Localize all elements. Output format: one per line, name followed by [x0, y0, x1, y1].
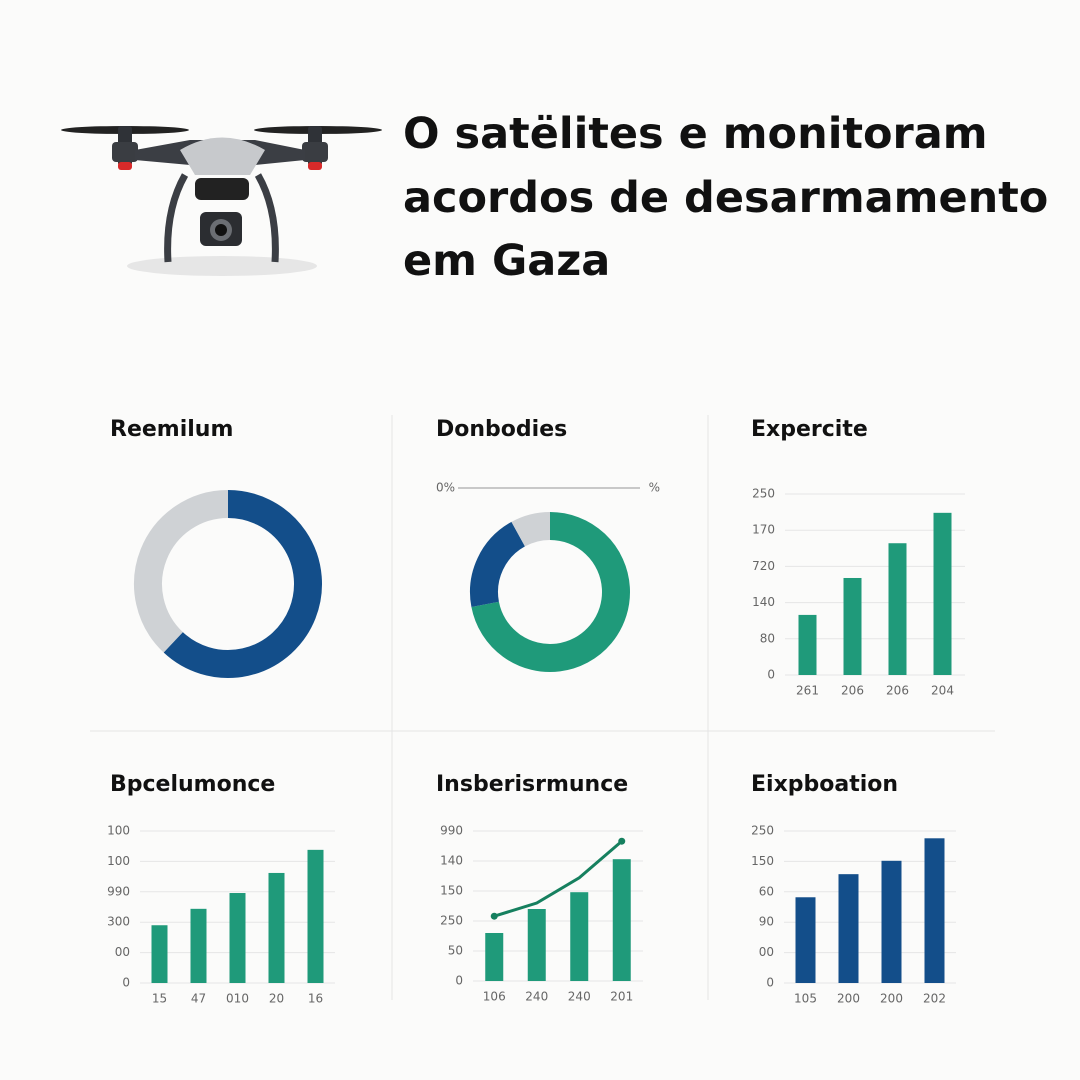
y-tick-label: 80	[760, 631, 775, 645]
bar	[843, 577, 862, 675]
bar	[307, 849, 324, 983]
x-tick-label: 204	[931, 684, 954, 698]
y-tick-label: 140	[752, 595, 775, 609]
y-tick-label: 150	[751, 854, 774, 868]
y-tick-label: 50	[448, 944, 463, 958]
x-tick-label: 47	[191, 992, 206, 1006]
headline: acordos de desarmamento	[403, 173, 1048, 223]
y-tick-label: 90	[759, 915, 774, 929]
bar	[933, 512, 952, 675]
donut-segment	[134, 490, 229, 653]
x-tick-label: 202	[923, 992, 946, 1006]
y-tick-label: 0	[455, 974, 463, 988]
y-tick-label: 250	[440, 914, 463, 928]
bar	[527, 909, 546, 981]
y-tick-label: 300	[107, 915, 130, 929]
panel-title: Bpcelumonce	[110, 772, 275, 797]
x-tick-label: 206	[841, 684, 864, 698]
x-tick-label: 105	[794, 992, 817, 1006]
y-tick-label: 00	[759, 945, 774, 959]
x-tick-label: 201	[610, 990, 633, 1004]
panel-title: Eixpboation	[751, 772, 898, 797]
x-tick-label: 010	[226, 992, 249, 1006]
x-tick-label: 16	[308, 992, 323, 1006]
panel-title: Donbodies	[436, 417, 567, 442]
headline: O satëlites e monitoram	[403, 109, 988, 159]
x-tick-label: 106	[483, 990, 506, 1004]
y-tick-label: 100	[107, 854, 130, 868]
bar	[924, 838, 945, 983]
x-tick-label: 20	[269, 992, 284, 1006]
bar	[229, 893, 246, 983]
y-tick-label: 0	[767, 668, 775, 682]
donut-segment	[471, 512, 630, 672]
x-tick-label: 240	[568, 990, 591, 1004]
bar	[190, 908, 207, 983]
bar	[570, 892, 589, 981]
bar	[888, 543, 907, 675]
y-tick-label: 170	[752, 523, 775, 537]
y-tick-label: 100	[107, 824, 130, 838]
y-tick-label: 150	[440, 884, 463, 898]
y-tick-label: 60	[759, 884, 774, 898]
y-tick-label: 140	[440, 854, 463, 868]
x-tick-label: 15	[152, 992, 167, 1006]
line-endpoint	[618, 837, 626, 845]
bar	[795, 897, 816, 983]
x-tick-label: 206	[886, 684, 909, 698]
x-tick-label: 261	[796, 684, 819, 698]
y-tick-label: 990	[440, 824, 463, 838]
donut-segment	[511, 512, 551, 547]
panel-title: Reemilum	[110, 417, 233, 442]
y-tick-label: 990	[107, 884, 130, 898]
bar	[151, 925, 168, 983]
drone-illustration	[61, 126, 382, 276]
x-tick-label: 240	[525, 990, 548, 1004]
y-tick-label: 720	[752, 559, 775, 573]
y-tick-label: 250	[751, 824, 774, 838]
y-tick-label: 0	[122, 976, 130, 990]
headline: em Gaza	[403, 236, 610, 286]
bar	[838, 874, 859, 983]
y-tick-label: 250	[752, 487, 775, 501]
bar	[798, 614, 817, 675]
x-tick-label: 200	[837, 992, 860, 1006]
trend-line	[493, 840, 623, 918]
panel-title: Insberisrmunce	[436, 772, 628, 797]
y-tick-label: 0	[766, 976, 774, 990]
line-endpoint	[490, 912, 498, 920]
y-tick-label: 00	[115, 945, 130, 959]
donut-segment	[470, 521, 526, 607]
bar	[485, 933, 504, 981]
bar	[881, 860, 902, 983]
bar	[268, 872, 285, 983]
panel-title: Expercite	[751, 417, 868, 442]
annotation: %	[649, 481, 660, 495]
bar	[612, 859, 631, 981]
x-tick-label: 200	[880, 992, 903, 1006]
donut-segment	[163, 490, 322, 678]
annotation: 0%	[436, 481, 455, 495]
